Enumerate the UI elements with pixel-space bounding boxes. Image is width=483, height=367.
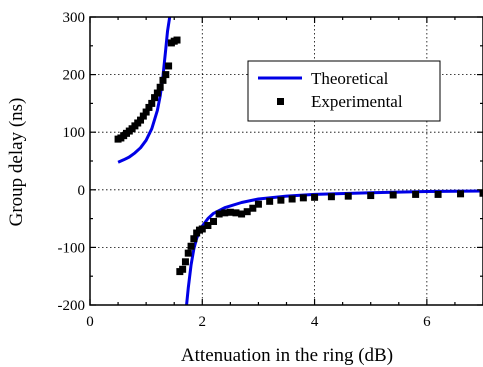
y-axis-title: Group delay (ns) [6, 98, 27, 227]
experimental-point [277, 196, 285, 204]
experimental-point [151, 94, 159, 102]
experimental-point [254, 200, 262, 208]
experimental-point [184, 249, 192, 257]
experimental-point [479, 189, 483, 197]
legend-box [247, 60, 441, 122]
experimental-point [266, 197, 274, 205]
experimental-point [215, 210, 223, 218]
y-tick-label: -100 [58, 240, 86, 256]
experimental-point [367, 192, 375, 200]
legend: Theoretical Experimental [247, 60, 441, 122]
plot-frame [89, 16, 483, 306]
experimental-point [137, 116, 145, 124]
legend-theoretical-label: Theoretical [311, 69, 389, 88]
experimental-point [226, 208, 234, 216]
experimental-point [139, 112, 147, 120]
experimental-point [221, 209, 229, 217]
experimental-point [162, 71, 170, 79]
experimental-point [173, 36, 181, 44]
experimental-point [145, 103, 153, 111]
experimental-point [142, 108, 150, 116]
experimental-point [159, 76, 167, 84]
experimental-point [179, 265, 187, 273]
experimental-point [311, 193, 319, 201]
experimental-point [288, 195, 296, 203]
gridlines [90, 17, 483, 305]
axis-ticks [89, 16, 483, 306]
y-tick-label: -200 [58, 298, 86, 314]
theoretical-curve [117, 17, 172, 164]
x-tick-label: 6 [423, 314, 431, 330]
experimental-point [156, 83, 164, 91]
experimental-point [249, 204, 257, 212]
experimental-point [153, 89, 161, 97]
experimental-point [187, 242, 195, 250]
experimental-point [238, 210, 246, 218]
y-tick-label: 300 [63, 10, 86, 26]
experimental-point [232, 209, 240, 217]
experimental-point [165, 62, 173, 70]
plot-area [114, 17, 483, 305]
experimental-point [210, 217, 218, 225]
experimental-point [457, 190, 465, 198]
experimental-point [148, 99, 156, 107]
experimental-point [434, 190, 442, 198]
tick-labels: 0 2 4 6 -200 -100 0 100 200 300 [58, 10, 432, 330]
y-tick-label: 0 [78, 183, 86, 199]
x-tick-label: 2 [199, 314, 207, 330]
legend-experimental-marker [277, 98, 284, 105]
y-tick-label: 200 [63, 68, 86, 84]
experimental-point [299, 194, 307, 202]
experimental-point [344, 192, 352, 200]
experimental-point [243, 208, 251, 216]
experimental-point [327, 193, 335, 201]
x-axis-title: Attenuation in the ring (dB) [181, 345, 393, 366]
experimental-point [190, 235, 198, 243]
experimental-point [198, 225, 206, 233]
experimental-point [412, 190, 420, 198]
x-tick-label: 4 [311, 314, 319, 330]
x-tick-label: 0 [86, 314, 94, 330]
legend-experimental-label: Experimental [311, 92, 403, 111]
y-tick-label: 100 [63, 125, 86, 141]
experimental-point [204, 222, 212, 230]
experimental-point [389, 191, 397, 199]
experimental-point [181, 258, 189, 266]
